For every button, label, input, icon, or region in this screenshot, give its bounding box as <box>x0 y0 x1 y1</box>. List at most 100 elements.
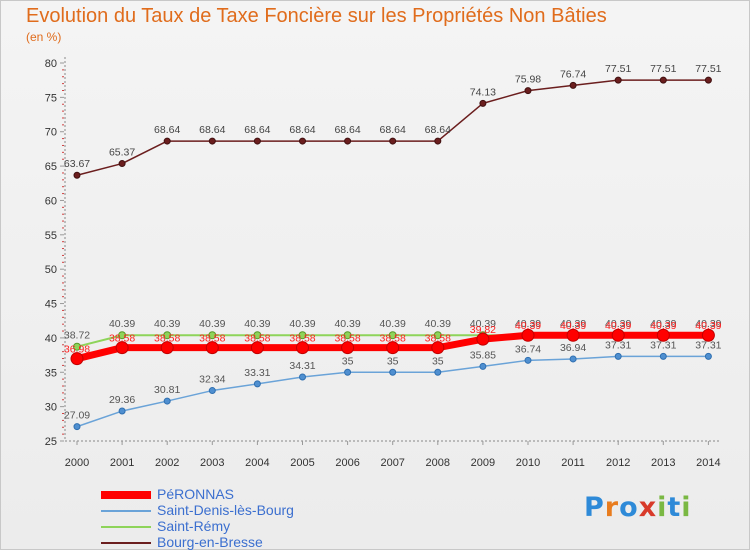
data-point <box>115 341 129 355</box>
y-tick-label: 80 <box>45 58 57 70</box>
y-tick-label: 55 <box>45 230 57 242</box>
logo-letter: x <box>638 492 658 523</box>
data-label: 35.85 <box>470 349 496 361</box>
x-tick-label: 2010 <box>516 457 540 469</box>
data-point <box>386 341 400 355</box>
data-point <box>659 76 667 84</box>
data-label: 40.39 <box>515 318 541 330</box>
data-label: 40.39 <box>695 320 721 332</box>
x-tick-label: 2007 <box>380 457 404 469</box>
data-label: 27.09 <box>64 410 90 422</box>
data-point <box>389 368 397 376</box>
data-point <box>569 355 577 363</box>
x-tick-label: 2006 <box>335 457 359 469</box>
data-label: 40.39 <box>199 318 225 330</box>
data-label: 68.64 <box>154 124 180 136</box>
y-tick-label: 40 <box>45 333 57 345</box>
data-point <box>524 356 532 364</box>
y-tick-label: 60 <box>45 195 57 207</box>
data-label: 68.64 <box>425 124 451 136</box>
y-tick-label: 65 <box>45 161 57 173</box>
data-point <box>163 137 171 145</box>
data-point <box>701 328 715 342</box>
logo-letter: i <box>681 492 692 523</box>
data-point <box>205 341 219 355</box>
y-tick-label: 70 <box>45 127 57 139</box>
x-tick-label: 2014 <box>696 457 720 469</box>
data-point <box>704 76 712 84</box>
data-point <box>341 341 355 355</box>
x-tick-label: 2012 <box>606 457 630 469</box>
data-label: 40.39 <box>560 318 586 330</box>
legend-item-peronnas[interactable]: PéRONNAS <box>101 486 361 503</box>
chart-title: Evolution du Taux de Taxe Foncière sur l… <box>26 5 607 27</box>
data-label: 39.82 <box>470 324 496 336</box>
y-tick-label: 25 <box>45 436 57 448</box>
data-label: 68.64 <box>334 124 360 136</box>
data-labels-layer: 63.67 65.37 68.64 68.64 68.64 68.64 68.64 68.64… <box>64 63 722 422</box>
legend-item-bourg-en-bresse[interactable]: Bourg-en-Bresse <box>101 534 361 551</box>
data-point <box>299 373 306 381</box>
data-label: 29.36 <box>109 394 135 406</box>
data-label: 38.58 <box>380 333 406 345</box>
data-label: 37.31 <box>650 339 676 351</box>
data-label: 76.74 <box>560 68 586 80</box>
logo-letter: i <box>657 492 668 523</box>
legend-swatch-saint-denis <box>101 510 151 512</box>
data-label: 38.58 <box>334 333 360 345</box>
data-point <box>389 137 397 145</box>
data-point <box>479 99 487 107</box>
data-label: 40.39 <box>605 318 631 330</box>
data-label: 40.39 <box>425 318 451 330</box>
data-point <box>253 331 262 340</box>
data-label: 40.39 <box>515 320 541 332</box>
axes: 25 30 35 40 45 50 55 60 65 70 75 80 2000 2001 2002 2003… <box>45 57 721 469</box>
data-label: 35 <box>342 355 354 367</box>
data-label: 34.31 <box>289 360 315 372</box>
legend-item-saint-remy[interactable]: Saint-Rémy <box>101 518 361 535</box>
logo-letter: r <box>604 492 620 523</box>
data-label: 40.39 <box>470 318 496 330</box>
data-label: 40.39 <box>109 318 135 330</box>
data-point <box>434 368 442 376</box>
y-tick-label: 30 <box>45 402 57 414</box>
data-label: 40.39 <box>560 320 586 332</box>
data-label: 68.64 <box>289 124 315 136</box>
data-label: 65.37 <box>109 147 135 159</box>
data-point <box>208 331 217 340</box>
data-point <box>70 352 84 366</box>
data-label: 40.39 <box>650 320 676 332</box>
data-label: 35 <box>387 355 399 367</box>
data-label: 40.39 <box>605 320 631 332</box>
data-point <box>476 332 490 346</box>
data-label: 40.39 <box>289 318 315 330</box>
legend-item-saint-denis[interactable]: Saint-Denis-lès-Bourg <box>101 502 361 519</box>
data-point <box>614 76 622 84</box>
data-point <box>208 387 216 395</box>
series-layer <box>70 76 715 431</box>
data-point <box>614 352 622 360</box>
legend-swatch-saint-remy <box>101 526 151 528</box>
data-label: 40.39 <box>695 318 721 330</box>
unit-label: (en %) <box>26 30 62 44</box>
data-label: 77.51 <box>650 63 676 75</box>
data-point <box>299 137 306 145</box>
data-label: 36.94 <box>560 342 586 354</box>
x-tick-label: 2013 <box>651 457 675 469</box>
y-tick-label: 35 <box>45 367 57 379</box>
data-point <box>388 331 397 340</box>
data-point <box>253 137 261 145</box>
data-point <box>704 352 712 360</box>
data-label: 68.64 <box>380 124 406 136</box>
legend-label-saint-denis: Saint-Denis-lès-Bourg <box>157 502 294 518</box>
data-point <box>298 331 307 340</box>
data-point <box>566 328 580 342</box>
x-tick-label: 2005 <box>290 457 314 469</box>
data-point <box>524 87 532 95</box>
data-point <box>118 407 126 415</box>
legend: PéRONNAS Saint-Denis-lès-Bourg Saint-Rém… <box>101 486 361 551</box>
y-tick-label: 45 <box>45 299 57 311</box>
data-point <box>659 352 667 360</box>
data-point <box>344 368 352 376</box>
